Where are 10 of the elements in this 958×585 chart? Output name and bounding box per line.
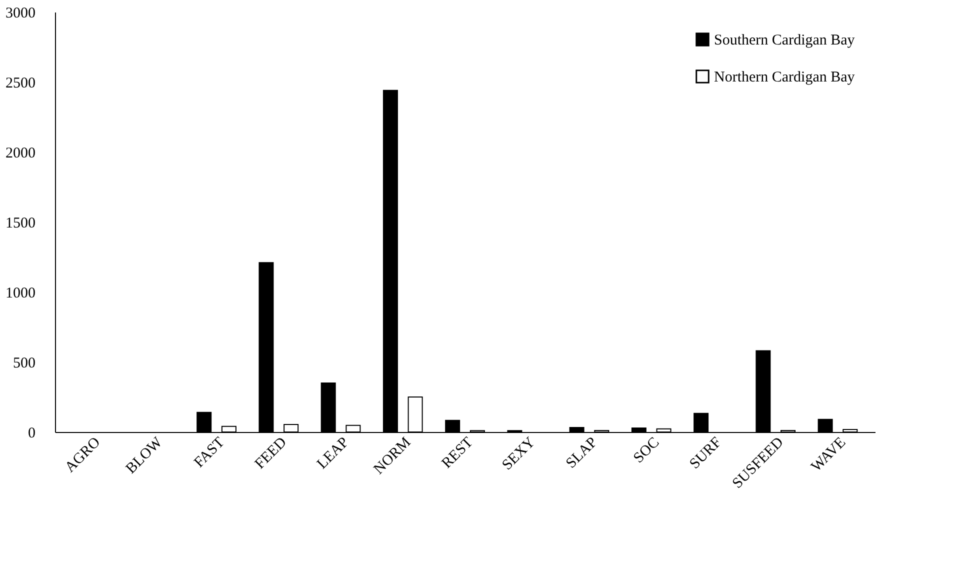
y-tick-label: 0	[28, 426, 36, 442]
y-tick-label: 1000	[6, 286, 36, 302]
y-tick-label: 2000	[6, 146, 36, 162]
x-tick-label: SOC	[630, 434, 663, 466]
legend-label: Southern Cardigan Bay	[714, 32, 856, 48]
y-tick-label: 500	[13, 356, 36, 372]
y-tick-label: 3000	[6, 6, 36, 22]
y-tick-label: 1500	[6, 216, 36, 232]
y-tick-label: 2500	[6, 76, 36, 92]
legend-label: Northern Cardigan Bay	[714, 70, 856, 86]
